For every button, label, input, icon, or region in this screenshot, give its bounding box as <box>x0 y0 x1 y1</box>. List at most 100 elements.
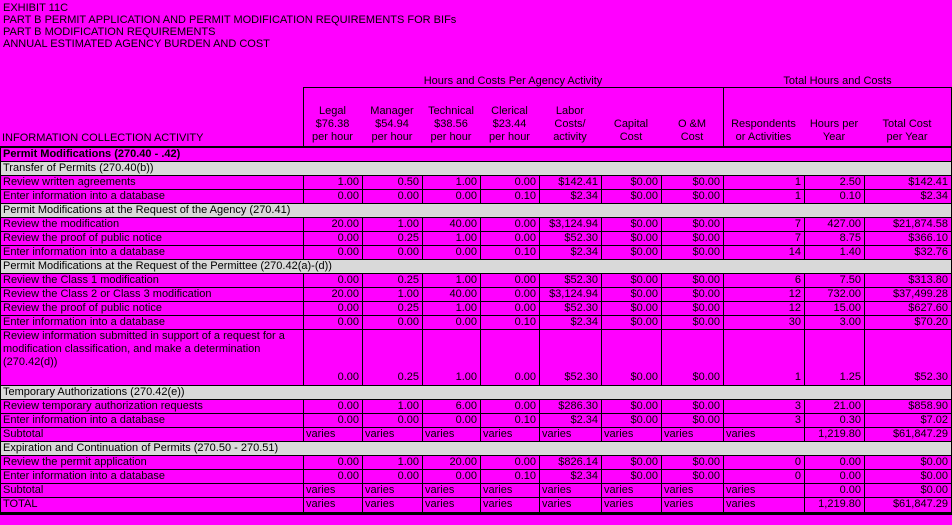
cell-hours-per-year: 21.00 <box>805 400 865 413</box>
row-label: Review the proof of public notice <box>1 302 304 315</box>
cell-capital-cost: $0.00 <box>602 470 662 483</box>
cell-total-cost-per-year: $52.30 <box>914 371 948 383</box>
cell-total-cost-per-year: $32.76 <box>914 246 948 258</box>
cell-legal: 0.00 <box>304 414 363 427</box>
cell-legal: 20.00 <box>304 288 363 301</box>
row-label: Review the permit application <box>1 456 304 469</box>
cell-labor-costs: varies <box>540 484 602 497</box>
cell-manager: 0.50 <box>363 176 423 189</box>
cell-capital-cost: $0.00 <box>602 456 662 469</box>
row-label: Enter information into a database <box>1 316 304 329</box>
cell-technical: varies <box>423 498 481 512</box>
cell-technical: 0.00 <box>423 246 481 259</box>
exhibit-subtitle-3: ANNUAL ESTIMATED AGENCY BURDEN AND COST <box>3 38 270 50</box>
cell-om-cost: $0.00 <box>662 470 724 483</box>
cell-hours-per-year: 0.10 <box>805 190 865 203</box>
cell-om-cost: $0.00 <box>662 330 724 385</box>
cell-legal: varies <box>304 428 363 441</box>
cell-hours-per-year: 427.00 <box>805 218 865 231</box>
cell-technical: 0.00 <box>423 470 481 483</box>
section-label: Transfer of Permits (270.40(b)) <box>3 162 154 174</box>
cell-total-cost-per-year: $366.10 <box>908 232 948 244</box>
cell-labor-costs: $2.34 <box>540 190 602 203</box>
row-label: Subtotal <box>1 484 304 497</box>
cell-om-cost: $0.00 <box>662 288 724 301</box>
cell-total-cost-per-year: $61,847.29 <box>892 428 948 440</box>
column-header-respondents: Respondents or Activities <box>731 118 796 143</box>
row-label: Enter information into a database <box>1 190 304 203</box>
cell-respondents: 12 <box>724 302 805 315</box>
row-label: Review information submitted in support … <box>1 330 304 385</box>
cell-technical: 6.00 <box>423 400 481 413</box>
cell-labor-costs: $142.41 <box>540 176 602 189</box>
cell-manager: 1.00 <box>363 456 423 469</box>
cell-respondents: 0 <box>724 470 805 483</box>
cell-manager: varies <box>363 498 423 512</box>
cell-capital-cost: $0.00 <box>602 302 662 315</box>
cell-legal: 0.00 <box>304 316 363 329</box>
cell-labor-costs: $52.30 <box>540 232 602 245</box>
burden-cost-table: Permit Modifications (270.40 - .42) Trans… <box>0 146 952 515</box>
cell-respondents: 0 <box>724 456 805 469</box>
cell-legal: 20.00 <box>304 218 363 231</box>
cell-manager: 1.00 <box>363 288 423 301</box>
cell-capital-cost: varies <box>602 428 662 441</box>
cell-labor-costs: $52.30 <box>540 302 602 315</box>
cell-legal: 0.00 <box>304 470 363 483</box>
cell-technical: 1.00 <box>423 330 481 385</box>
cell-total-cost-per-year: $0.00 <box>920 484 948 496</box>
cell-capital-cost: varies <box>602 484 662 497</box>
row-label: Review written agreements <box>1 176 304 189</box>
cell-legal: 0.00 <box>304 400 363 413</box>
cell-labor-costs: $2.34 <box>540 414 602 427</box>
section-bold-row: Permit Modifications (270.40 - .42) <box>1 148 951 162</box>
table-row: Enter information into a database 0.00 0.0… <box>1 246 951 260</box>
row-label: TOTAL <box>1 498 304 512</box>
subtotal-row: Subtotal varies varies varies varies varies va… <box>1 484 951 498</box>
column-header-om-cost: O &M Cost <box>677 118 707 143</box>
cell-respondents: 30 <box>724 316 805 329</box>
cell-labor-costs: $286.30 <box>540 400 602 413</box>
cell-respondents: varies <box>724 498 805 512</box>
table-row: Review the Class 1 modification 0.00 0.25 1… <box>1 274 951 288</box>
total-row: TOTAL varies varies varies varies varies varie… <box>1 498 951 512</box>
cell-technical: 1.00 <box>423 274 481 287</box>
cell-clerical: 0.10 <box>481 470 540 483</box>
table-row: Enter information into a database 0.00 0.0… <box>1 470 951 484</box>
cell-om-cost: $0.00 <box>662 302 724 315</box>
column-header-clerical: Clerical $23.44 per hour <box>489 105 530 143</box>
row-label: Review temporary authorization requests <box>1 400 304 413</box>
column-header-labor-costs: Labor Costs/activity <box>553 105 587 143</box>
cell-hours-per-year: 1.25 <box>805 330 865 385</box>
cell-clerical: 0.10 <box>481 190 540 203</box>
exhibit-subtitle-1: PART B PERMIT APPLICATION AND PERMIT MOD… <box>3 14 457 26</box>
cell-om-cost: varies <box>662 428 724 441</box>
cell-labor-costs: $2.34 <box>540 246 602 259</box>
cell-manager: 0.00 <box>363 414 423 427</box>
cell-legal: varies <box>304 484 363 497</box>
cell-om-cost: $0.00 <box>662 190 724 203</box>
cell-capital-cost: $0.00 <box>602 274 662 287</box>
section-row: Permit Modifications at the Request of t… <box>1 260 951 274</box>
cell-legal: 0.00 <box>304 232 363 245</box>
table-row: Review the modification 20.00 1.00 40.00 0.0… <box>1 218 951 232</box>
cell-manager: 0.25 <box>363 330 423 385</box>
cell-legal: 0.00 <box>304 274 363 287</box>
table-row: Review the permit application 0.00 1.00 20.… <box>1 456 951 470</box>
subtotal-row: Subtotal varies varies varies varies varies va… <box>1 428 951 442</box>
cell-capital-cost: $0.00 <box>602 414 662 427</box>
cell-clerical: 0.00 <box>481 288 540 301</box>
cell-legal: 0.00 <box>304 330 363 385</box>
cell-labor-costs: $3,124.94 <box>540 288 602 301</box>
cell-respondents: 1 <box>724 330 805 385</box>
cell-manager: 0.00 <box>363 470 423 483</box>
table-row: Enter information into a database 0.00 0.0… <box>1 190 951 204</box>
row-label: Subtotal <box>1 428 304 441</box>
cell-total-cost-per-year: $37,499.28 <box>892 288 948 300</box>
cell-technical: 1.00 <box>423 302 481 315</box>
row-label: Enter information into a database <box>1 470 304 483</box>
row-label: Enter information into a database <box>1 414 304 427</box>
cell-labor-costs: varies <box>540 498 602 512</box>
cell-capital-cost: $0.00 <box>602 288 662 301</box>
